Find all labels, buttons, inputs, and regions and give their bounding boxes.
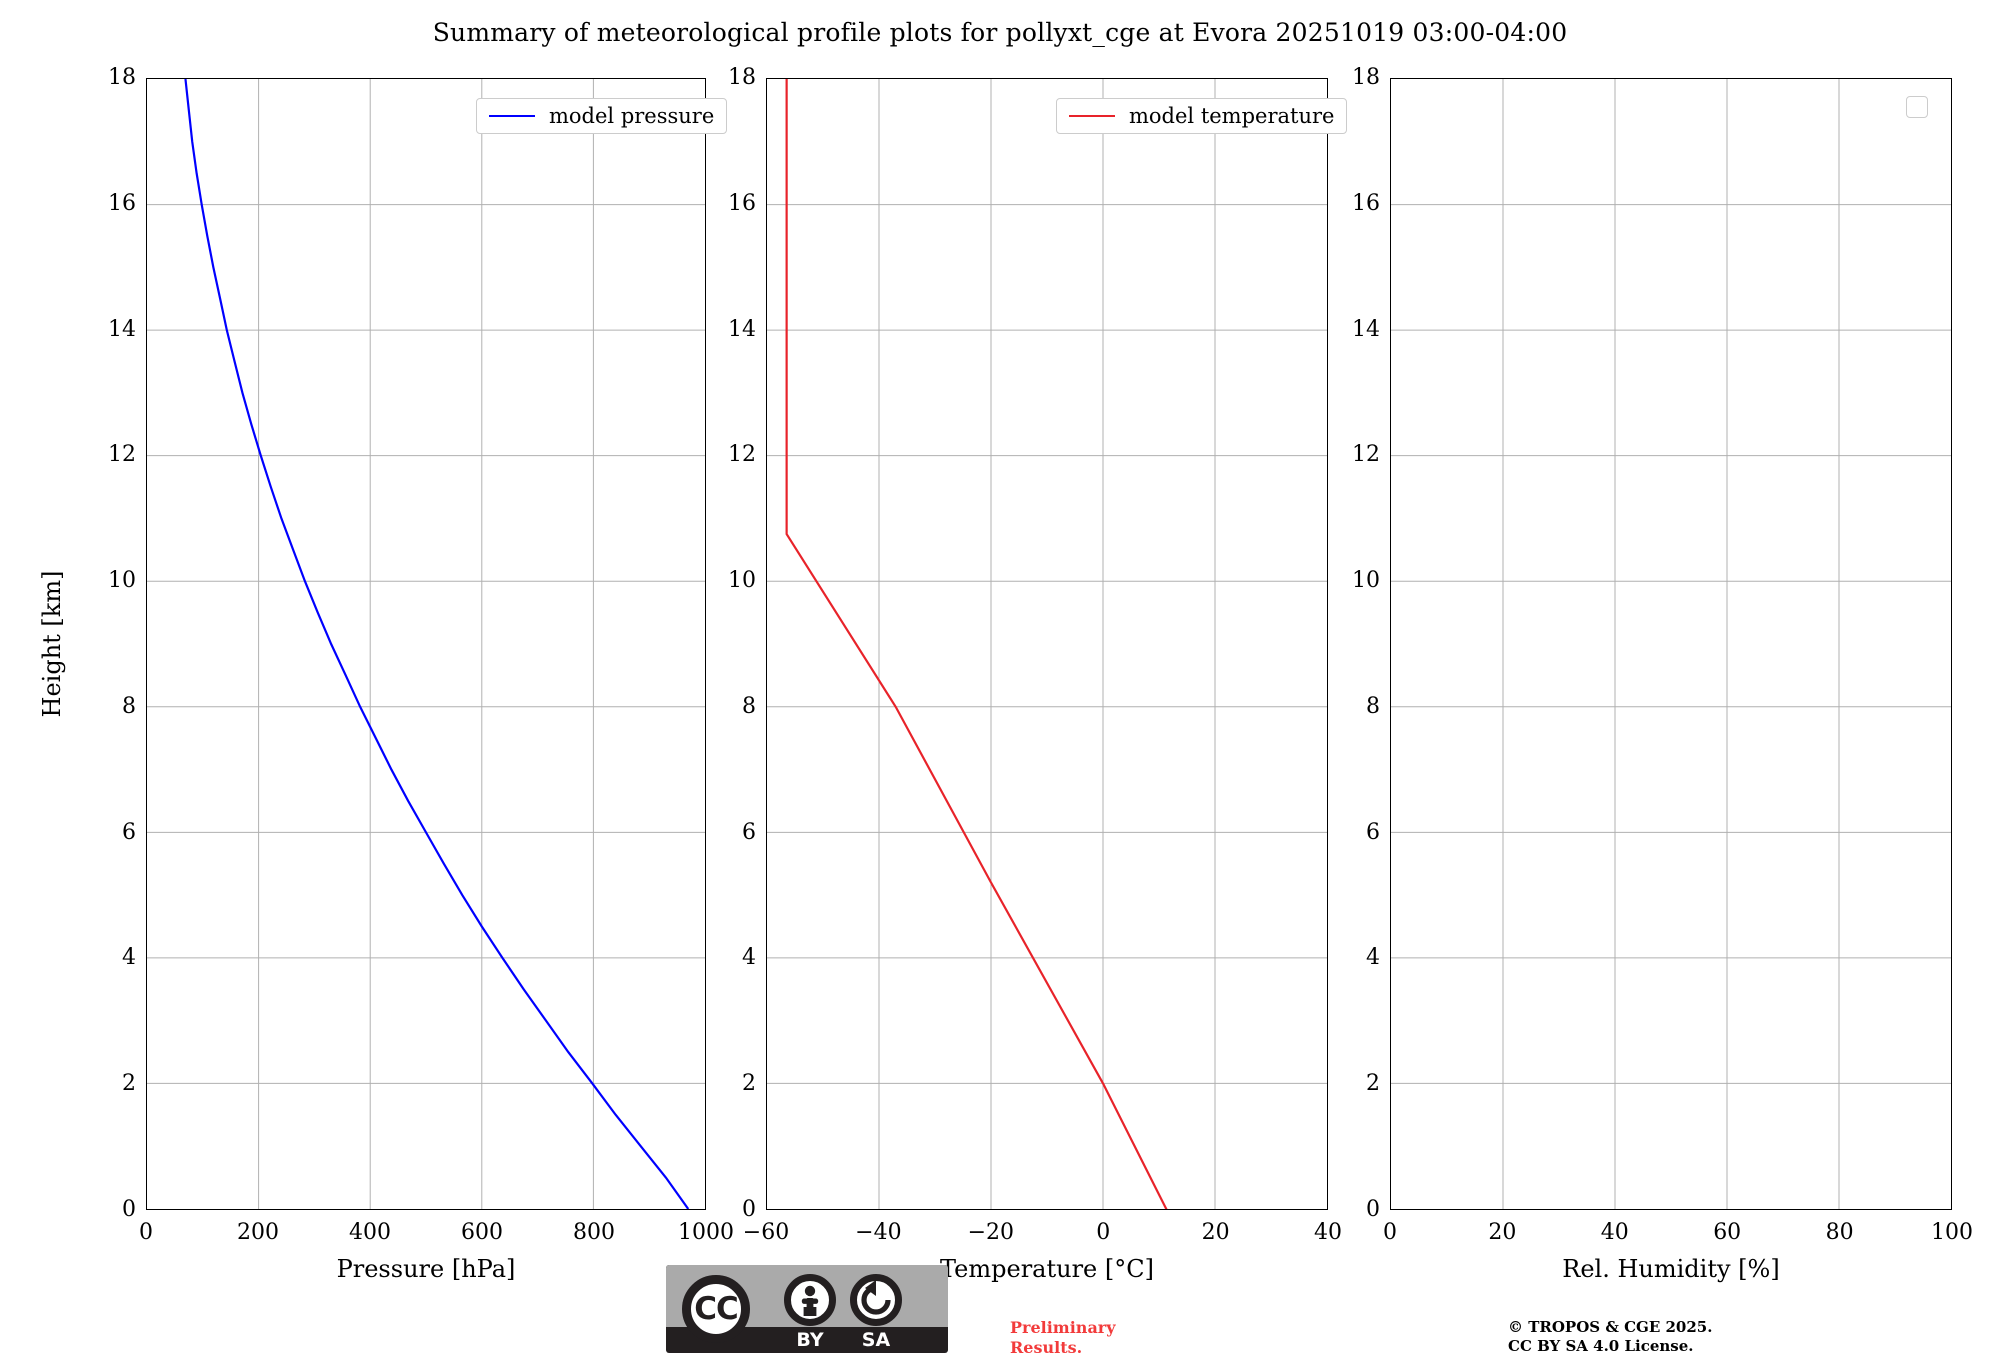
legend-label-pressure: model pressure xyxy=(549,104,715,128)
ytick-humidity-10: 10 xyxy=(1352,568,1380,594)
ytick-humidity-8: 8 xyxy=(1366,693,1380,719)
ytick-temperature-10: 10 xyxy=(728,568,756,594)
legend-line-pressure-icon xyxy=(489,115,535,117)
xtick-temperature-40: 40 xyxy=(1314,1220,1342,1245)
ytick-pressure-4: 4 xyxy=(122,945,136,971)
ytick-temperature-18: 18 xyxy=(728,65,756,90)
cc-license-badge: CC BY SA xyxy=(666,1265,948,1353)
legend-label-temperature: model temperature xyxy=(1129,104,1335,128)
plot-area-pressure xyxy=(147,79,705,1209)
plot-area-temperature xyxy=(767,79,1327,1209)
pressure-curve xyxy=(184,79,690,1209)
xtick-pressure-600: 600 xyxy=(461,1220,503,1245)
xlabel-humidity: Rel. Humidity [%] xyxy=(1562,1255,1780,1283)
cc-by-person-icon xyxy=(801,1285,819,1316)
preliminary-results-note: Preliminary Results. xyxy=(1010,1318,1116,1357)
xtick-temperature-20: 20 xyxy=(1201,1220,1230,1245)
ytick-temperature-4: 4 xyxy=(742,945,756,971)
cc-sa-share-alike-icon xyxy=(861,1280,891,1315)
xtick-pressure-0: 0 xyxy=(139,1220,153,1245)
ytick-humidity-16: 16 xyxy=(1352,190,1380,216)
xtick-temperature-m60: −60 xyxy=(742,1220,790,1245)
ytick-humidity-12: 12 xyxy=(1352,442,1380,468)
temperature-plot-svg xyxy=(767,79,1327,1209)
ytick-temperature-0: 0 xyxy=(742,1197,756,1222)
xtick-pressure-1000: 1000 xyxy=(678,1220,734,1245)
pressure-plot-svg xyxy=(147,79,705,1209)
ytick-humidity-2: 2 xyxy=(1366,1071,1380,1097)
page-title: Summary of meteorological profile plots … xyxy=(432,18,1568,47)
ytick-humidity-4: 4 xyxy=(1366,945,1380,971)
ytick-temperature-8: 8 xyxy=(742,693,756,719)
xtick-temperature-m40: −40 xyxy=(855,1220,902,1245)
ytick-pressure-2: 2 xyxy=(122,1071,136,1097)
ytick-temperature-6: 6 xyxy=(742,819,756,845)
xtick-pressure-200: 200 xyxy=(237,1220,279,1245)
legend-temperature: model temperature xyxy=(1056,98,1348,134)
ytick-humidity-18: 18 xyxy=(1352,65,1380,90)
ytick-pressure-14: 14 xyxy=(108,316,136,342)
ytick-temperature-16: 16 xyxy=(728,190,756,216)
xtick-humidity-20: 20 xyxy=(1488,1220,1517,1245)
gridlines-pressure xyxy=(147,79,705,1209)
gridlines-temperature xyxy=(767,79,1327,1209)
ytick-humidity-14: 14 xyxy=(1352,316,1380,342)
ytick-temperature-14: 14 xyxy=(728,316,756,342)
ytick-pressure-12: 12 xyxy=(108,442,136,468)
legend-pressure: model pressure xyxy=(476,98,728,134)
legend-line-temperature-icon xyxy=(1069,115,1115,117)
copyright-note: © TROPOS & CGE 2025. CC BY SA 4.0 Licens… xyxy=(1508,1318,1713,1355)
xtick-pressure-400: 400 xyxy=(349,1220,391,1245)
xtick-temperature-0: 0 xyxy=(1096,1220,1111,1245)
xtick-temperature-m20: −20 xyxy=(967,1220,1015,1245)
ytick-pressure-18: 18 xyxy=(108,65,136,90)
humidity-plot-svg xyxy=(1391,79,1951,1209)
cc-logo-text: CC xyxy=(694,1291,739,1327)
ytick-temperature-2: 2 xyxy=(742,1071,756,1097)
ytick-temperature-12: 12 xyxy=(728,442,756,468)
legend-humidity-empty xyxy=(1906,96,1928,118)
ytick-humidity-0: 0 xyxy=(1366,1197,1380,1222)
xlabel-temperature: Temperature [°C] xyxy=(940,1255,1154,1283)
gridlines-humidity xyxy=(1391,79,1951,1209)
ytick-pressure-16: 16 xyxy=(108,190,136,216)
temperature-curve xyxy=(785,79,1168,1209)
ytick-pressure-0: 0 xyxy=(122,1197,136,1222)
cc-by-label: BY xyxy=(796,1329,824,1351)
cc-sa-label: SA xyxy=(861,1329,891,1351)
ytick-pressure-6: 6 xyxy=(122,819,136,845)
xtick-humidity-40: 40 xyxy=(1600,1220,1629,1245)
panel-temperature xyxy=(766,78,1328,1210)
y-axis-label: Height [km] xyxy=(38,570,66,718)
ytick-pressure-8: 8 xyxy=(122,693,136,719)
xtick-humidity-60: 60 xyxy=(1713,1220,1742,1245)
xtick-humidity-100: 100 xyxy=(1931,1220,1973,1245)
ytick-pressure-10: 10 xyxy=(108,568,136,594)
xtick-humidity-0: 0 xyxy=(1383,1220,1397,1245)
xlabel-pressure: Pressure [hPa] xyxy=(336,1255,516,1283)
xtick-humidity-80: 80 xyxy=(1825,1220,1854,1245)
xtick-pressure-800: 800 xyxy=(573,1220,615,1245)
ytick-humidity-6: 6 xyxy=(1366,819,1380,845)
cc-logo-circle-icon xyxy=(682,1275,750,1343)
panel-pressure xyxy=(146,78,706,1210)
plot-area-humidity xyxy=(1391,79,1951,1209)
panel-humidity xyxy=(1390,78,1952,1210)
